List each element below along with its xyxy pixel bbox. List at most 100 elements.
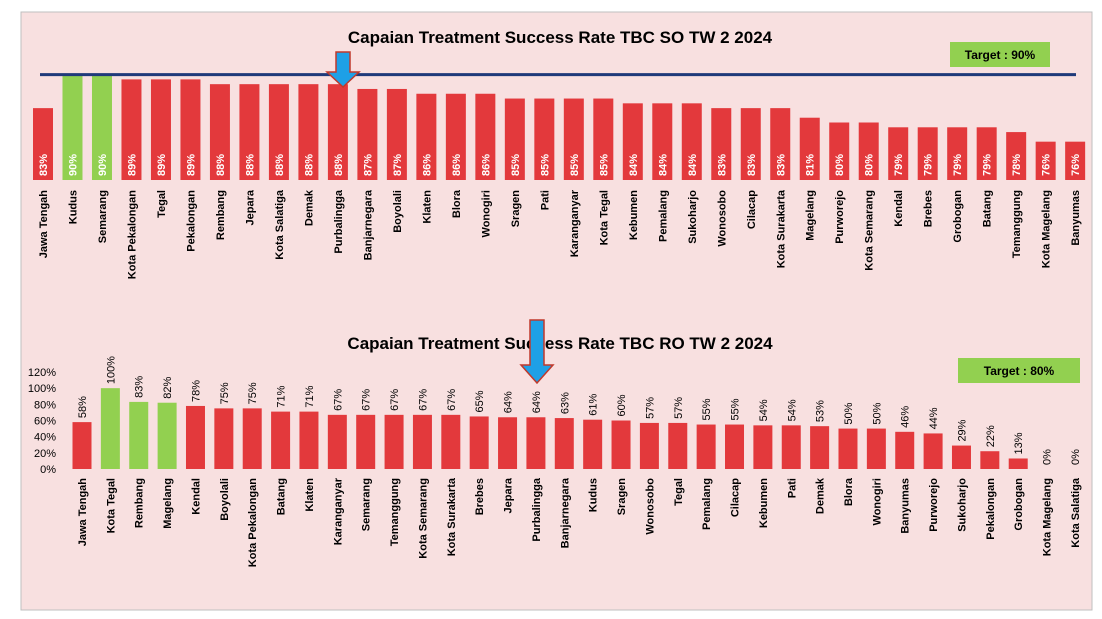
target-box bbox=[958, 358, 1080, 383]
bar bbox=[753, 425, 773, 469]
x-tick-label: Jepara bbox=[244, 189, 256, 225]
value-label: 0% bbox=[1070, 449, 1082, 465]
value-label: 84% bbox=[657, 154, 669, 176]
value-label: 89% bbox=[185, 154, 197, 176]
value-label: 50% bbox=[871, 402, 883, 424]
bar bbox=[622, 103, 643, 180]
bar bbox=[62, 74, 83, 180]
value-label: 79% bbox=[923, 154, 935, 176]
bar bbox=[72, 422, 92, 469]
bar bbox=[91, 74, 112, 180]
value-label: 84% bbox=[628, 154, 640, 176]
bar bbox=[129, 401, 149, 469]
x-tick-label: Purbalingga bbox=[531, 477, 543, 541]
value-label: 81% bbox=[805, 154, 817, 176]
value-label: 83% bbox=[38, 154, 50, 176]
x-tick-label: Kendal bbox=[190, 478, 202, 515]
y-tick-label: 40% bbox=[34, 432, 56, 444]
value-label: 83% bbox=[134, 376, 146, 398]
bar bbox=[386, 88, 407, 180]
value-label: 13% bbox=[1013, 432, 1025, 454]
y-tick-label: 80% bbox=[34, 399, 56, 411]
x-tick-label: Sragen bbox=[510, 190, 522, 228]
bar bbox=[563, 98, 584, 180]
value-label: 57% bbox=[673, 397, 685, 419]
bar bbox=[356, 414, 376, 469]
value-label: 79% bbox=[982, 154, 994, 176]
bar bbox=[157, 402, 177, 469]
x-tick-label: Grobogan bbox=[952, 190, 964, 243]
bar bbox=[781, 425, 801, 469]
bar bbox=[593, 98, 614, 180]
value-label: 63% bbox=[559, 392, 571, 414]
x-tick-label: Pemalang bbox=[701, 478, 713, 530]
value-label: 44% bbox=[928, 407, 940, 429]
x-tick-label: Kendal bbox=[893, 190, 905, 227]
bar bbox=[504, 98, 525, 180]
value-label: 58% bbox=[77, 396, 89, 418]
bar bbox=[441, 414, 461, 469]
bar bbox=[810, 426, 830, 469]
value-label: 86% bbox=[451, 154, 463, 176]
bar bbox=[1065, 141, 1086, 180]
bar bbox=[951, 445, 971, 469]
x-tick-label: Kota Magelang bbox=[1041, 190, 1053, 268]
x-tick-label: Pati bbox=[539, 190, 551, 210]
bar bbox=[357, 88, 378, 180]
x-tick-label: Purworejo bbox=[928, 478, 940, 532]
x-tick-label: Kota Pekalongan bbox=[247, 478, 259, 568]
x-tick-label: Batang bbox=[982, 190, 994, 227]
value-label: 86% bbox=[480, 154, 492, 176]
value-label: 75% bbox=[247, 382, 259, 404]
bar bbox=[888, 127, 909, 180]
value-label: 87% bbox=[362, 154, 374, 176]
bar bbox=[121, 79, 142, 180]
value-label: 71% bbox=[304, 385, 316, 407]
x-tick-label: Blora bbox=[843, 477, 855, 506]
bar bbox=[33, 108, 53, 180]
x-tick-label: Pekalongan bbox=[985, 478, 997, 540]
value-label: 75% bbox=[219, 382, 231, 404]
x-tick-label: Banjarnegara bbox=[362, 189, 374, 260]
value-label: 50% bbox=[843, 402, 855, 424]
value-label: 85% bbox=[510, 154, 522, 176]
x-tick-label: Boyolali bbox=[392, 190, 404, 233]
bar bbox=[711, 108, 732, 180]
value-label: 88% bbox=[215, 154, 227, 176]
value-label: 88% bbox=[244, 154, 256, 176]
y-tick-label: 60% bbox=[34, 416, 56, 428]
x-tick-label: Semarang bbox=[97, 190, 109, 243]
value-label: 76% bbox=[1041, 154, 1053, 176]
bar bbox=[327, 414, 347, 469]
bar bbox=[725, 424, 745, 469]
bar bbox=[298, 84, 319, 180]
value-label: 79% bbox=[893, 154, 905, 176]
x-tick-label: Magelang bbox=[162, 478, 174, 529]
value-label: 88% bbox=[333, 154, 345, 176]
x-tick-label: Temanggung bbox=[389, 478, 401, 546]
x-tick-label: Demak bbox=[303, 189, 315, 226]
value-label: 64% bbox=[503, 391, 515, 413]
bar bbox=[214, 408, 234, 469]
bar bbox=[583, 419, 603, 469]
x-tick-label: Kota Surakarta bbox=[446, 477, 458, 556]
x-tick-label: Sukoharjo bbox=[956, 478, 968, 532]
x-tick-label: Karanganyar bbox=[569, 189, 581, 257]
y-tick-label: 100% bbox=[28, 383, 56, 395]
x-tick-label: Wonogiri bbox=[480, 190, 492, 237]
value-label: 79% bbox=[952, 154, 964, 176]
x-tick-label: Sukoharjo bbox=[687, 190, 699, 244]
x-tick-label: Karanganyar bbox=[332, 477, 344, 545]
x-tick-label: Kota Tegal bbox=[598, 190, 610, 245]
x-tick-label: Rembang bbox=[134, 478, 146, 528]
x-tick-label: Cilacap bbox=[730, 478, 742, 517]
x-tick-label: Brebes bbox=[923, 190, 935, 227]
x-tick-label: Pati bbox=[786, 478, 798, 498]
value-label: 55% bbox=[730, 398, 742, 420]
bar bbox=[526, 417, 546, 469]
x-tick-label: Kudus bbox=[67, 190, 79, 224]
x-tick-label: Kota Surakarta bbox=[775, 189, 787, 268]
x-tick-label: Magelang bbox=[805, 190, 817, 241]
bar bbox=[445, 93, 466, 180]
x-tick-label: Batang bbox=[276, 478, 288, 515]
